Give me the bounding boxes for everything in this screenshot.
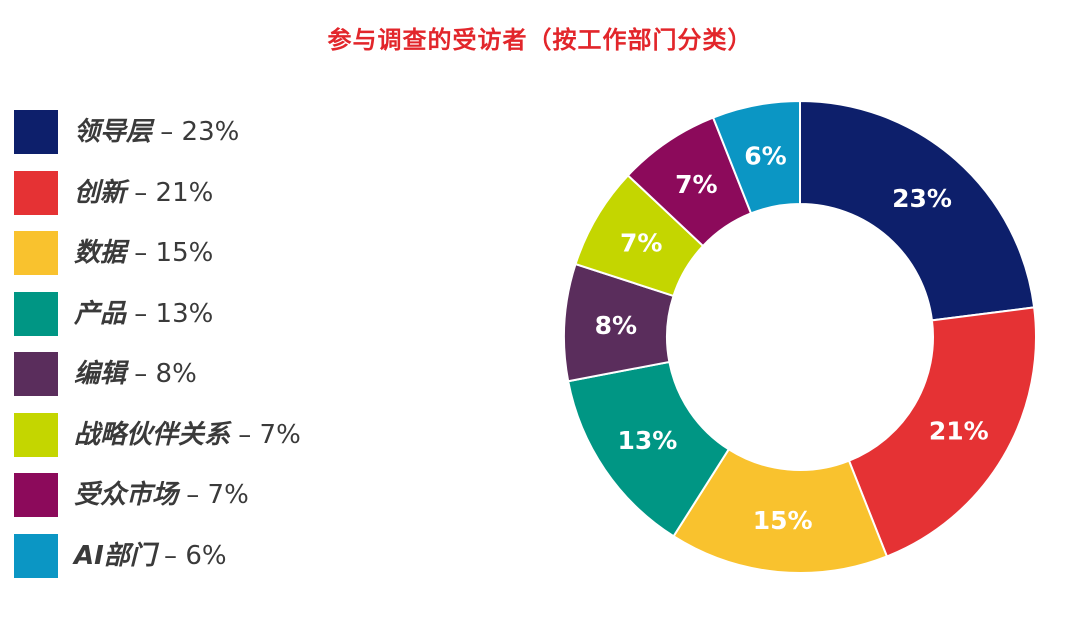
legend-label: AI部门 <box>74 540 156 571</box>
legend-separator: – <box>126 177 156 208</box>
legend-item: 领导层 – 23% <box>14 110 301 171</box>
legend-separator: – <box>155 540 186 571</box>
legend-separator: – <box>230 419 260 450</box>
legend-text: 数据 – 15% <box>74 231 213 275</box>
legend-label: 创新 <box>74 177 127 208</box>
donut-slice <box>799 99 1036 322</box>
legend-text: 受众市场 – 7% <box>74 473 249 517</box>
legend-text: 领导层 – 23% <box>74 110 239 154</box>
legend-value: 23% <box>181 117 240 147</box>
legend-value: 6% <box>185 540 227 571</box>
legend-separator: – <box>126 298 156 329</box>
legend-label: 受众市场 <box>74 480 179 510</box>
legend-separator: – <box>152 117 182 147</box>
legend-item: 编辑 – 8% <box>14 352 301 413</box>
legend-item: 创新 – 21% <box>14 170 301 232</box>
legend-value: 8% <box>155 359 197 389</box>
legend-label: 数据 <box>74 238 127 268</box>
slice-value-label: 7% <box>675 170 717 199</box>
legend-swatch <box>14 170 58 215</box>
legend-item: AI部门 – 6% <box>14 533 301 595</box>
legend-separator: – <box>178 480 208 510</box>
legend-separator: – <box>126 238 156 268</box>
legend-swatch <box>14 231 58 275</box>
slice-value-label: 15% <box>753 506 813 535</box>
legend-swatch <box>14 412 58 457</box>
legend-value: 7% <box>207 480 249 510</box>
donut-slice <box>711 99 801 215</box>
legend-text: 产品 – 13% <box>74 292 213 336</box>
legend-label: 编辑 <box>74 359 127 389</box>
legend-swatch <box>14 473 58 517</box>
slice-value-label: 13% <box>617 426 677 455</box>
legend-label: 战略伙伴关系 <box>74 419 231 450</box>
legend-swatch <box>14 352 58 396</box>
chart-title: 参与调查的受访者（按工作部门分类） <box>327 26 753 54</box>
legend-value: 15% <box>155 238 214 268</box>
legend-value: 21% <box>155 177 214 208</box>
legend-value: 7% <box>259 419 301 450</box>
slice-value-label: 23% <box>892 184 952 213</box>
legend-text: 编辑 – 8% <box>74 352 197 396</box>
legend-item: 数据 – 15% <box>14 231 301 292</box>
legend-item: 受众市场 – 7% <box>14 473 301 534</box>
slice-value-label: 8% <box>595 311 637 340</box>
legend-item: 战略伙伴关系 – 7% <box>14 412 301 474</box>
legend-swatch <box>14 533 58 578</box>
legend-text: 战略伙伴关系 – 7% <box>74 413 301 457</box>
legend-value: 13% <box>155 298 214 329</box>
legend-label: 产品 <box>74 298 127 329</box>
legend-swatch <box>14 291 58 336</box>
legend-label: 领导层 <box>74 117 153 147</box>
donut-slice <box>847 306 1037 558</box>
legend-swatch <box>14 110 58 154</box>
legend-item: 产品 – 13% <box>14 291 301 353</box>
slice-value-label: 21% <box>929 416 989 445</box>
legend-separator: – <box>126 359 156 389</box>
slice-value-label: 6% <box>744 141 786 170</box>
legend-text: 创新 – 21% <box>74 171 213 215</box>
legend: 领导层 – 23% 创新 – 21% 数据 – 15% 产品 – 13% 编辑 – 8%… <box>14 110 301 594</box>
slice-value-label: 7% <box>620 229 662 258</box>
legend-text: AI部门 – 6% <box>74 534 227 578</box>
